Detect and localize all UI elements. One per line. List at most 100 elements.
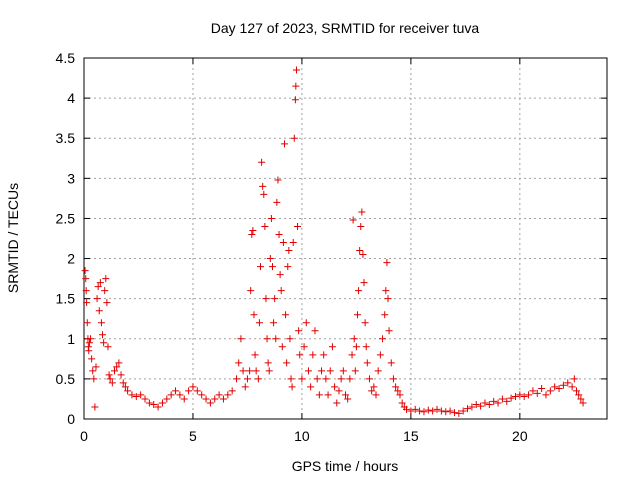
data-point xyxy=(313,375,321,383)
data-point xyxy=(485,401,493,409)
data-point xyxy=(498,395,506,403)
x-axis: 0 5 10 15 20 xyxy=(80,58,528,444)
data-point xyxy=(81,267,89,275)
data-point xyxy=(85,339,93,347)
data-point xyxy=(398,399,406,407)
data-point xyxy=(83,319,91,327)
data-point xyxy=(351,367,359,375)
chart-title: Day 127 of 2023, SRMTID for receiver tuv… xyxy=(211,20,480,36)
data-point xyxy=(289,239,297,247)
data-point xyxy=(264,359,272,367)
data-point xyxy=(252,367,260,375)
data-point xyxy=(382,287,390,295)
data-point xyxy=(102,275,110,283)
data-point xyxy=(374,367,382,375)
data-point xyxy=(437,407,445,415)
data-point xyxy=(309,351,317,359)
data-point xyxy=(150,401,158,409)
data-point xyxy=(255,319,263,327)
data-point xyxy=(292,82,300,90)
data-point xyxy=(279,239,287,247)
data-point xyxy=(292,66,300,74)
data-point xyxy=(180,395,188,403)
data-point xyxy=(570,375,578,383)
data-point xyxy=(379,335,387,343)
data-point xyxy=(249,226,257,234)
data-point xyxy=(132,393,140,401)
data-point xyxy=(481,399,489,407)
data-point xyxy=(384,295,392,303)
data-point xyxy=(333,399,341,407)
data-point xyxy=(529,387,537,395)
data-point xyxy=(494,399,502,407)
data-point xyxy=(339,367,347,375)
data-point xyxy=(92,363,100,371)
data-point xyxy=(193,387,201,395)
data-point xyxy=(275,230,283,238)
data-point xyxy=(100,339,108,347)
data-point xyxy=(271,295,279,303)
grid-lines xyxy=(84,58,607,419)
data-point xyxy=(420,408,428,416)
data-point xyxy=(248,230,256,238)
x-tick-label: 0 xyxy=(80,428,88,444)
data-point xyxy=(82,287,90,295)
data-point xyxy=(83,299,91,307)
data-point xyxy=(322,375,330,383)
data-point xyxy=(363,359,371,367)
data-point xyxy=(368,387,376,395)
data-point xyxy=(141,395,149,403)
data-point xyxy=(555,385,563,393)
data-point xyxy=(411,405,419,413)
data-point xyxy=(365,375,373,383)
data-point xyxy=(137,391,145,399)
data-point xyxy=(294,222,302,230)
data-point xyxy=(520,393,528,401)
data-point xyxy=(348,351,356,359)
data-point xyxy=(167,391,175,399)
data-point xyxy=(335,387,343,395)
data-point xyxy=(516,391,524,399)
data-point xyxy=(111,367,119,375)
x-tick-label: 20 xyxy=(512,428,528,444)
data-point xyxy=(285,247,293,255)
data-point xyxy=(350,335,358,343)
data-point xyxy=(464,405,472,413)
data-point xyxy=(121,383,129,391)
data-point xyxy=(215,391,223,399)
data-point xyxy=(261,222,269,230)
y-tick-label: 1 xyxy=(67,331,75,347)
y-tick-label: 1.5 xyxy=(56,291,76,307)
data-point xyxy=(362,343,370,351)
data-point xyxy=(108,379,116,387)
data-point xyxy=(274,176,282,184)
data-point xyxy=(276,271,284,279)
data-point xyxy=(176,391,184,399)
data-point xyxy=(356,247,364,255)
data-point xyxy=(387,359,395,367)
data-point xyxy=(355,287,363,295)
data-point xyxy=(392,383,400,391)
data-point xyxy=(224,391,232,399)
data-point xyxy=(503,397,511,405)
data-point xyxy=(202,395,210,403)
data-point xyxy=(525,391,533,399)
data-point xyxy=(87,335,95,343)
data-point xyxy=(291,96,299,104)
data-point xyxy=(251,351,259,359)
x-axis-label: GPS time / hours xyxy=(292,458,399,474)
data-point xyxy=(477,402,485,410)
data-point xyxy=(538,385,546,393)
data-point xyxy=(389,375,397,383)
data-point xyxy=(115,359,123,367)
data-point xyxy=(235,359,243,367)
data-point xyxy=(370,383,378,391)
data-point xyxy=(211,395,219,403)
data-point xyxy=(268,263,276,271)
data-point xyxy=(239,367,247,375)
data-point xyxy=(283,359,291,367)
data-point xyxy=(104,343,112,351)
data-point xyxy=(266,255,274,263)
data-point xyxy=(326,367,334,375)
data-point xyxy=(82,275,90,283)
